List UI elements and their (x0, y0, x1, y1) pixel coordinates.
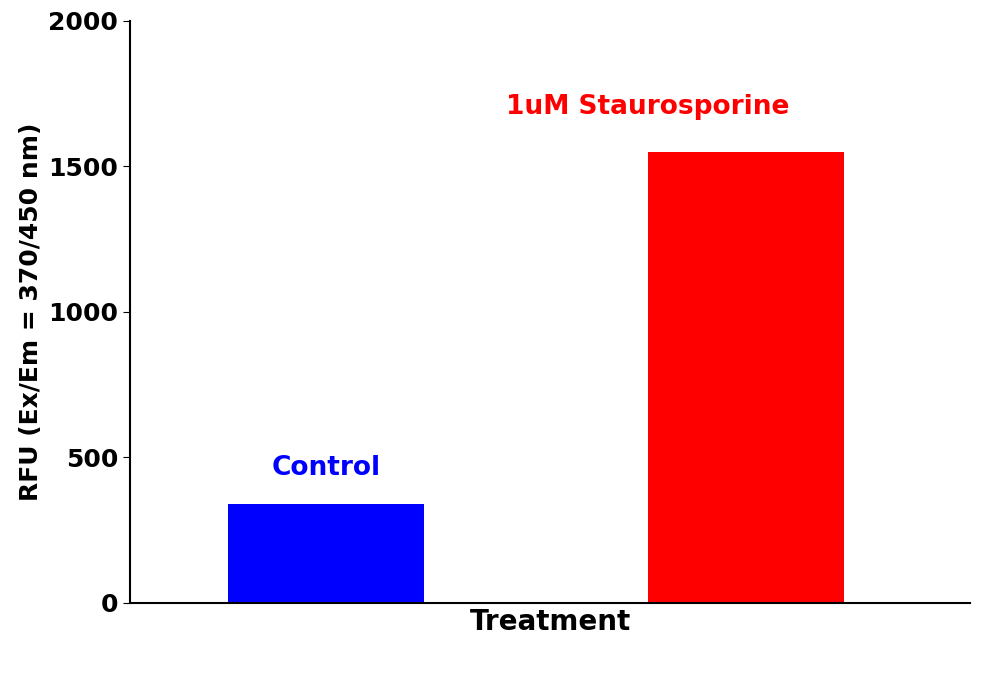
Text: 1uM Staurosporine: 1uM Staurosporine (506, 94, 790, 120)
X-axis label: Treatment: Treatment (469, 608, 631, 636)
Text: Control: Control (271, 455, 381, 481)
Bar (228, 504, 424, 603)
Bar (648, 151, 844, 603)
Y-axis label: RFU (Ex/Em = 370/450 nm): RFU (Ex/Em = 370/450 nm) (19, 123, 43, 501)
